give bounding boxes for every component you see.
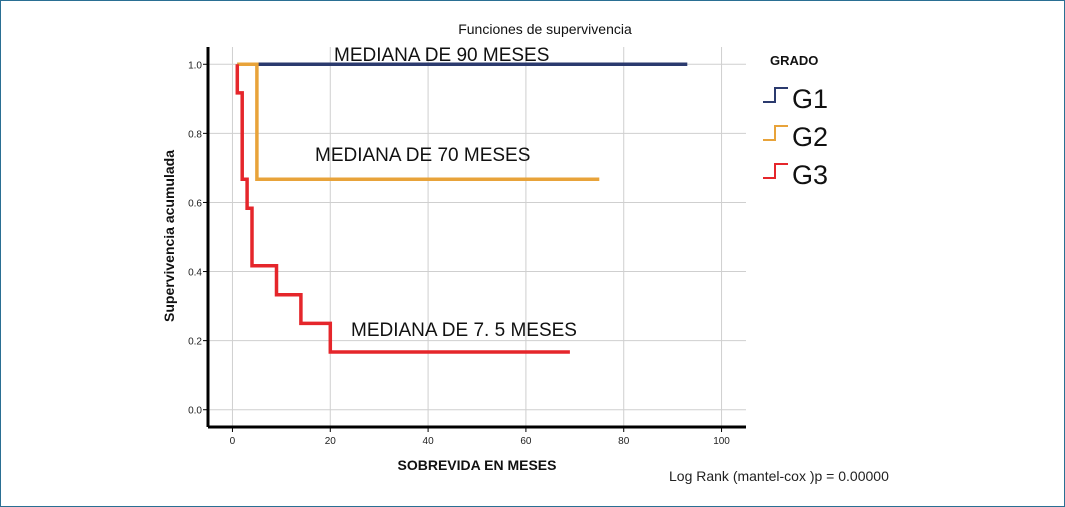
legend-label-g2: G2 bbox=[792, 122, 828, 152]
x-tick-label: 80 bbox=[618, 436, 630, 447]
x-tick-label: 0 bbox=[230, 436, 236, 447]
annotation-median-g2: MEDIANA DE 70 MESES bbox=[315, 145, 530, 166]
chart-title: Funciones de supervivencia bbox=[458, 21, 632, 37]
x-tick-label: 40 bbox=[423, 436, 435, 447]
y-tick-label: 0.4 bbox=[188, 268, 202, 279]
y-tick-label: 0.0 bbox=[188, 406, 202, 417]
legend: GRADO G1 G2 G3 bbox=[763, 53, 828, 190]
x-axis-title: SOBREVIDA EN MESES bbox=[398, 457, 557, 473]
axes: 0 20 40 60 80 100 0.0 0.2 0.4 0.6 0.8 1.0 bbox=[188, 47, 746, 447]
grid bbox=[208, 47, 746, 427]
legend-label-g1: G1 bbox=[792, 84, 828, 114]
legend-title: GRADO bbox=[770, 53, 818, 68]
annotation-median-g3: MEDIANA DE 7. 5 MESES bbox=[351, 320, 577, 341]
annotation-median-g1: MEDIANA DE 90 MESES bbox=[334, 45, 549, 66]
legend-swatch-g3 bbox=[763, 163, 788, 179]
y-tick-label: 0.2 bbox=[188, 337, 202, 348]
y-tick-label: 0.6 bbox=[188, 198, 202, 209]
y-tick-label: 0.8 bbox=[188, 129, 202, 140]
legend-swatch-g2 bbox=[763, 125, 788, 141]
y-axis-title: Supervivencia acumulada bbox=[161, 150, 177, 322]
series-lines bbox=[235, 62, 688, 354]
x-tick-label: 20 bbox=[325, 436, 337, 447]
y-tick-label: 1.0 bbox=[188, 60, 202, 71]
log-rank-note: Log Rank (mantel-cox )p = 0.00000 bbox=[669, 468, 889, 484]
legend-label-g3: G3 bbox=[792, 160, 828, 190]
legend-swatch-g1 bbox=[763, 87, 788, 103]
series-line-g3 bbox=[235, 64, 570, 354]
x-tick-label: 60 bbox=[520, 436, 532, 447]
x-tick-label: 100 bbox=[713, 436, 730, 447]
series-line-g2 bbox=[237, 62, 600, 182]
